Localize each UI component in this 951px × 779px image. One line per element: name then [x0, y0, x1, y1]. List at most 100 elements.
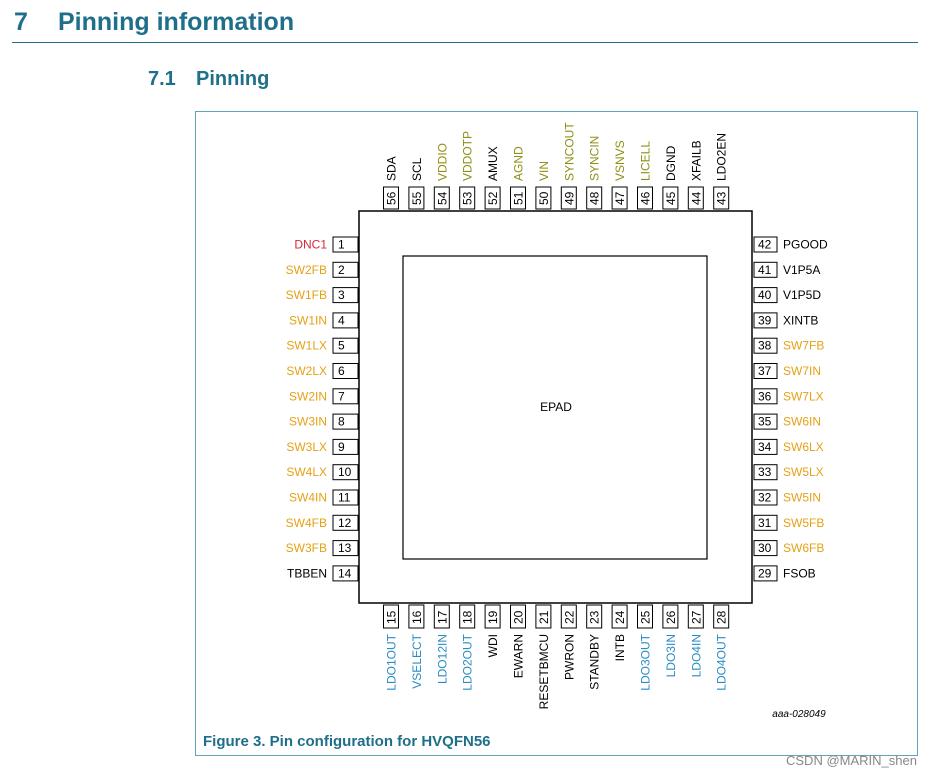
pin-number-20: 20: [512, 610, 526, 624]
pin-name-21: RESETBMCU: [537, 634, 551, 709]
pin-box-3: [332, 287, 359, 304]
pin-number-26: 26: [664, 610, 678, 624]
pin-number-56: 56: [385, 191, 399, 205]
pin-box-43: [713, 186, 730, 210]
pin-number-8: 8: [338, 415, 345, 429]
pin-box-30: [753, 540, 778, 557]
epad-rect: [402, 255, 708, 560]
pin-name-7: SW2IN: [289, 389, 327, 403]
pin-number-29: 29: [758, 566, 772, 580]
pin-number-27: 27: [689, 610, 703, 624]
pin-number-44: 44: [689, 191, 703, 205]
pin-number-38: 38: [758, 339, 772, 353]
pin-name-16: VSELECT: [410, 633, 424, 688]
figure-frame: [195, 111, 918, 756]
pin-box-45: [662, 186, 679, 210]
pin-number-5: 5: [338, 339, 345, 353]
pin-box-37: [753, 363, 778, 379]
pin-box-31: [753, 514, 778, 531]
pin-box-10: [332, 464, 359, 481]
figure-caption: Figure 3. Pin configuration for HVQFN56: [203, 733, 491, 750]
pin-box-9: [332, 438, 359, 455]
pin-name-36: SW7LX: [783, 389, 824, 403]
pin-name-20: EWARN: [512, 634, 526, 678]
pin-number-30: 30: [758, 541, 772, 555]
pin-box-27: [687, 604, 704, 629]
pin-box-49: [560, 186, 577, 210]
pin-box-25: [637, 604, 653, 629]
pin-box-39: [753, 312, 778, 329]
pin-name-49: SYNCOUT: [562, 122, 576, 181]
pin-name-14: TBBEN: [287, 566, 327, 580]
pin-box-42: [753, 236, 778, 253]
pin-name-54: VDDIO: [435, 143, 449, 181]
pin-box-17: [433, 604, 450, 629]
pin-number-23: 23: [588, 610, 602, 624]
pin-box-8: [332, 413, 359, 430]
pin-box-18: [459, 604, 476, 629]
pin-number-49: 49: [562, 191, 576, 205]
pin-box-14: [332, 565, 359, 582]
pin-number-11: 11: [338, 491, 351, 505]
pin-number-13: 13: [338, 541, 352, 555]
pin-number-7: 7: [338, 389, 345, 403]
pin-name-34: SW6LX: [783, 440, 824, 454]
pin-number-34: 34: [758, 440, 772, 454]
pin-box-7: [332, 388, 359, 405]
pin-name-22: PWRON: [562, 634, 576, 680]
pin-number-40: 40: [758, 288, 772, 302]
pin-number-54: 54: [435, 191, 449, 205]
pin-name-18: LDO2OUT: [461, 633, 475, 690]
pin-name-23: STANDBY: [588, 634, 602, 690]
pin-number-50: 50: [537, 191, 551, 205]
pin-box-15: [383, 604, 399, 629]
pin-name-53: VDDOTP: [461, 131, 475, 181]
pin-name-42: PGOOD: [783, 238, 828, 252]
pin-name-55: SCL: [410, 157, 424, 181]
pin-number-19: 19: [486, 610, 500, 624]
pins-group: 1 DNC1 2 SW2FB 3 SW1FB 4 SW1IN 5 SW1LX 6 SW2LX 7 SW2I…: [286, 122, 828, 710]
pin-name-5: SW1LX: [286, 339, 327, 353]
pin-number-2: 2: [338, 263, 345, 277]
pin-name-10: SW4LX: [286, 465, 327, 479]
pin-box-16: [408, 604, 425, 629]
pin-box-21: [535, 604, 552, 629]
pin-number-17: 17: [435, 610, 449, 624]
pin-number-37: 37: [758, 364, 772, 378]
pin-name-40: V1P5D: [783, 288, 821, 302]
pin-name-37: SW7IN: [783, 364, 821, 378]
pin-name-31: SW5FB: [783, 516, 824, 530]
pin-name-51: AGND: [512, 146, 526, 181]
pin-number-12: 12: [338, 516, 352, 530]
pin-box-29: [753, 565, 778, 582]
epad-label: EPAD: [540, 400, 572, 414]
pin-box-33: [753, 464, 778, 481]
pin-name-2: SW2FB: [286, 263, 327, 277]
pin-number-9: 9: [338, 440, 345, 454]
pin-box-48: [586, 186, 603, 210]
pin-box-52: [484, 186, 501, 210]
pin-number-14: 14: [338, 566, 352, 580]
pin-number-16: 16: [410, 610, 424, 624]
pin-name-56: SDA: [385, 156, 399, 181]
pin-name-32: SW5IN: [783, 491, 821, 505]
pin-box-44: [687, 186, 704, 210]
pin-name-44: XFAILB: [689, 140, 703, 181]
pin-number-33: 33: [758, 465, 772, 479]
pin-name-25: LDO3OUT: [639, 633, 653, 690]
pin-name-35: SW6IN: [783, 415, 821, 429]
pin-box-46: [637, 186, 653, 210]
pin-name-6: SW2LX: [286, 364, 327, 378]
pin-box-47: [611, 186, 628, 210]
pin-box-53: [459, 186, 476, 210]
pin-box-55: [408, 186, 425, 210]
pin-box-54: [433, 186, 450, 210]
pin-name-43: LDO2EN: [715, 133, 729, 181]
pin-box-2: [332, 261, 359, 278]
pin-name-38: SW7FB: [783, 339, 824, 353]
pin-number-1: 1: [338, 238, 345, 252]
pin-box-24: [611, 604, 628, 629]
pin-number-24: 24: [613, 610, 627, 624]
pin-number-4: 4: [338, 313, 345, 327]
